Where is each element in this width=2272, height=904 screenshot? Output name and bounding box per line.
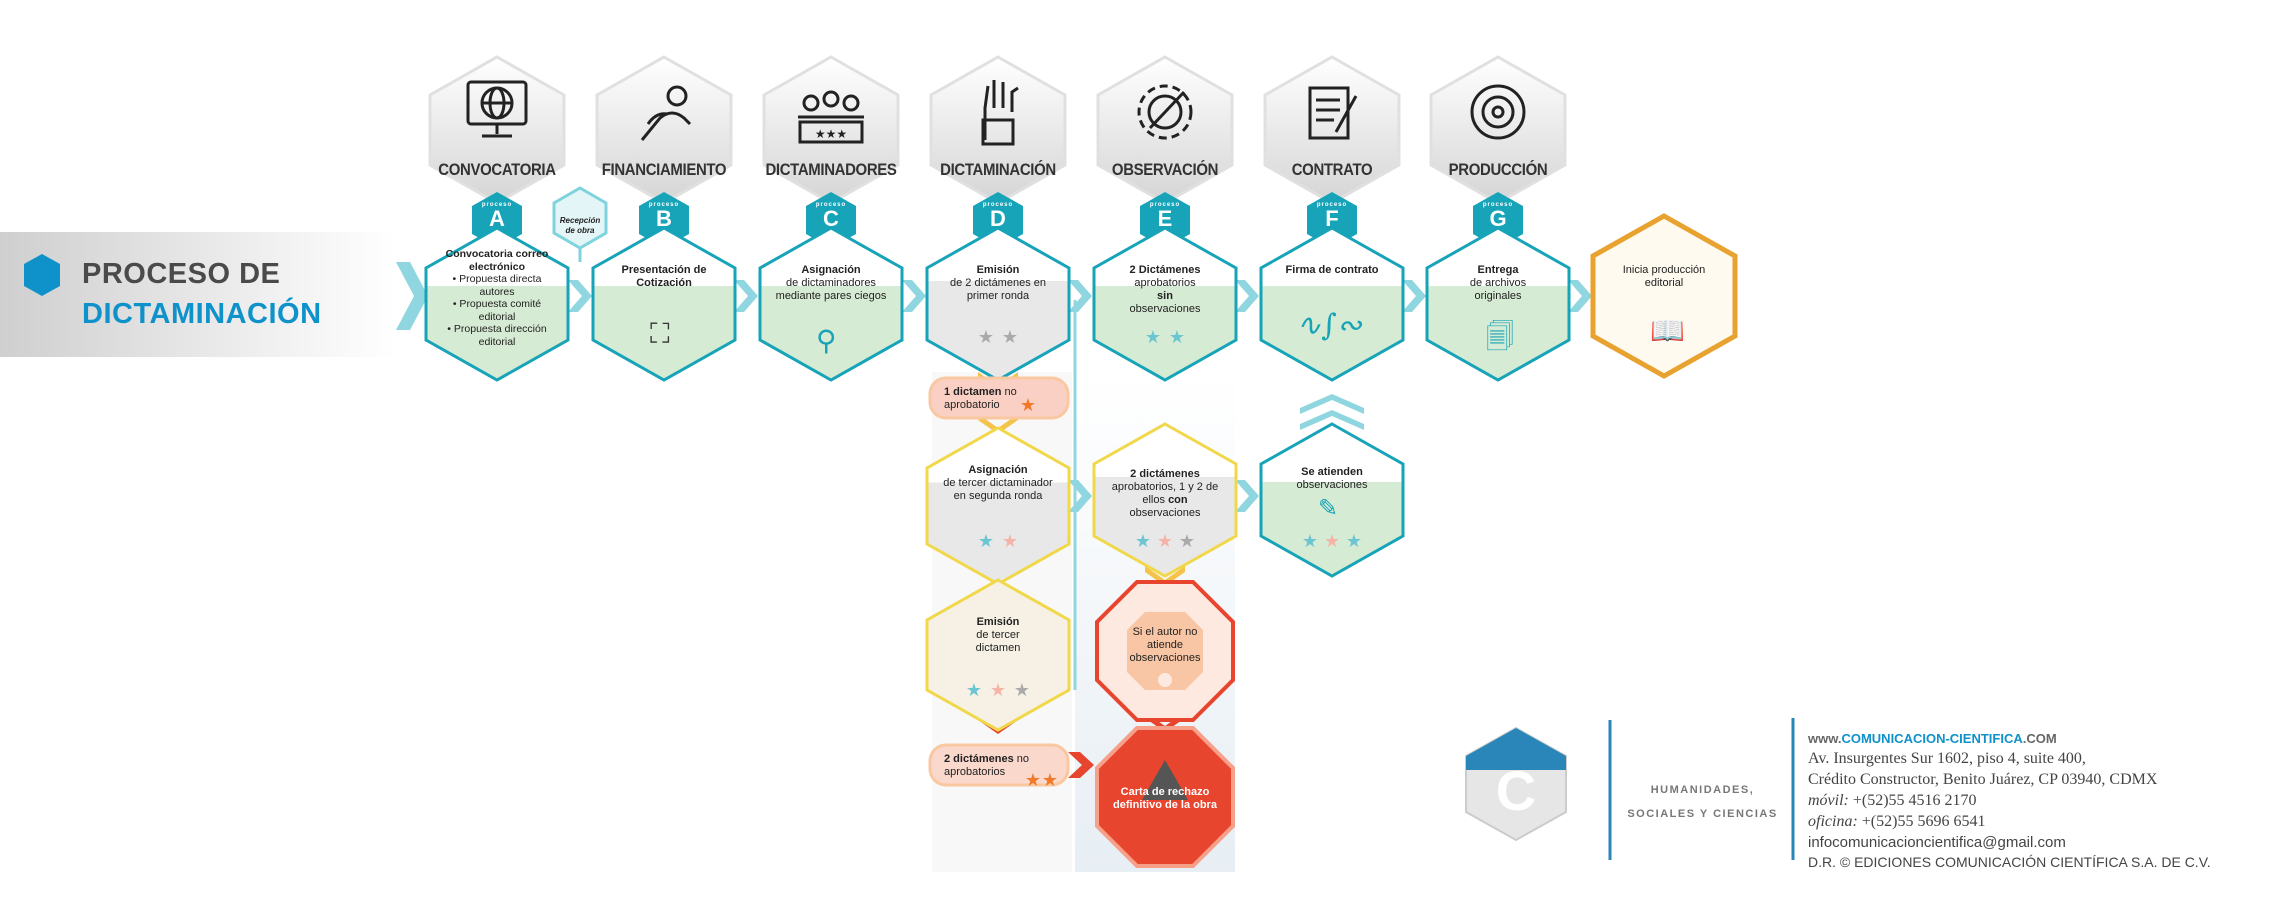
star-icon: ★ [1020, 395, 1036, 415]
pencil-icon: ✎ [1318, 495, 1339, 522]
category-label-a: CONVOCATORIA [438, 160, 556, 179]
title-band [0, 232, 395, 357]
category-label-d: DICTAMINACIÓN [940, 160, 1056, 179]
footer-copyright: D.R. © EDICIONES COMUNICACIÓN CIENTÍFICA… [1808, 854, 2211, 870]
process-badge-g: proceso G [1482, 202, 1514, 231]
main-row-hexes [424, 226, 1571, 382]
category-label-e: OBSERVACIÓN [1111, 160, 1219, 179]
pill-two-rejected-text: 2 dictámenes no aprobatorios [944, 753, 1030, 778]
attend-text: Se atienden observaciones [1296, 466, 1368, 491]
svg-text:★★★: ★★★ [815, 127, 847, 141]
reel-icon [1470, 84, 1526, 140]
obs-two-text: 2 dictámenes aprobatorios, 1 y 2 de ellos… [1111, 468, 1219, 519]
process-badge-c: proceso C [815, 202, 847, 231]
category-hexes [428, 55, 1567, 205]
panel-people-icon: ★★★ [798, 90, 864, 144]
production-start-hex [1590, 213, 1738, 379]
process-badge-e: proceso E [1149, 202, 1181, 231]
emit-third-hex [925, 578, 1071, 732]
rating-stars: ★ ★ ★ ★★★ ★★ ★ ★★ ★★ ★ ★ ★ ★ ★ [966, 327, 1362, 790]
raised-hand-icon [981, 80, 1019, 146]
star-icon: ★ [990, 680, 1006, 700]
page-title-line1: PROCESO DE [82, 258, 281, 290]
step-g-text: Entrega de archivos originales [1469, 264, 1527, 302]
step-h-text: Inicia producción editorial [1622, 264, 1706, 289]
category-label-b: FINANCIAMIENTO [601, 160, 727, 179]
star-icon: ★ [966, 680, 982, 700]
files-icon: 🗐 [1486, 321, 1514, 352]
star-icon: ★ [1324, 531, 1340, 551]
process-badge-b: proceso B [648, 202, 680, 231]
obs-two-hex [1092, 422, 1238, 578]
title-hex-icon [24, 254, 60, 296]
step-d-text: Emisión de 2 dictámenes en primer ronda [949, 264, 1046, 302]
star-icon: ★ [1002, 327, 1018, 347]
star-icon: ★ [978, 531, 994, 551]
star-icon: ★ [1157, 531, 1173, 551]
emit-third-text: Emisión de tercer dictamen [975, 616, 1021, 654]
star-icon: ★ [1135, 531, 1151, 551]
star-icon: ★ [1014, 680, 1030, 700]
search-icon: ⚲ [816, 325, 837, 356]
process-badge-a: proceso A [481, 202, 513, 231]
star-icon: ★ [1145, 327, 1161, 347]
open-book-icon: 📖 [1650, 315, 1685, 346]
step-e-text: 2 Dictámenes aprobatorios sin observaciones [1129, 264, 1201, 315]
globe-monitor-icon [466, 80, 528, 138]
page-title-line2: DICTAMINACIÓN [82, 298, 322, 330]
pill-one-rejected-bg [928, 376, 1070, 420]
process-badge-d: proceso D [982, 202, 1014, 231]
step-b-text: Presentación de Cotización [621, 264, 707, 289]
assign-third-text: Asignación de tercer dictaminador en segu… [943, 464, 1053, 502]
process-badge-f: proceso F [1316, 202, 1348, 231]
footer-address: Av. Insurgentes Sur 1602, piso 4, suite … [1808, 750, 2158, 830]
star-icon: ★ [1025, 770, 1041, 790]
gear-pencil-icon [1137, 84, 1193, 140]
reception-label: Recepción de obra [559, 216, 601, 235]
star-icon: ★ [1302, 531, 1318, 551]
star-icon: ★ [1346, 531, 1362, 551]
footer-logo-letter: C [1495, 759, 1537, 822]
flow-arrows [396, 262, 1592, 512]
document-pen-icon [1308, 86, 1358, 140]
hand-coin-icon [640, 85, 692, 141]
step-c-text: Asignación de dictaminadores mediante par… [775, 264, 887, 302]
no-attend-text: Si el autor no atiende observaciones [1129, 626, 1201, 664]
category-label-f: CONTRATO [1291, 160, 1373, 179]
footer-email[interactable]: infocomunicacioncientifica@gmail.com [1808, 834, 2066, 851]
star-icon: ★ [1179, 531, 1195, 551]
signature-icon: ∿∫∾ [1296, 308, 1362, 343]
star-icon: ★ [1169, 327, 1185, 347]
step-a-text: Convocatoria correo electrónico • Propue… [445, 248, 549, 348]
footer-tagline: HUMANIDADES, SOCIALES Y CIENCIAS [1627, 784, 1778, 820]
star-icon: ★ [1002, 531, 1018, 551]
star-icon: ★ [1042, 770, 1058, 790]
reject-text: Carta de rechazo definitivo de la obra [1113, 786, 1217, 811]
pill-one-rejected-text: 1 dictamen no aprobatorio [944, 386, 1017, 411]
pill-two-rejected-bg [928, 743, 1070, 787]
footer-website[interactable]: www.comunicacion-cientifica.com [1808, 731, 2057, 746]
category-label-g: PRODUCCIÓN [1448, 160, 1548, 179]
step-f-text: Firma de contrato [1285, 264, 1379, 276]
presentation-board-icon: ⛶ [650, 318, 670, 349]
category-label-c: DICTAMINADORES [765, 160, 897, 179]
star-icon: ★ [978, 327, 994, 347]
attend-hex [1259, 422, 1405, 578]
